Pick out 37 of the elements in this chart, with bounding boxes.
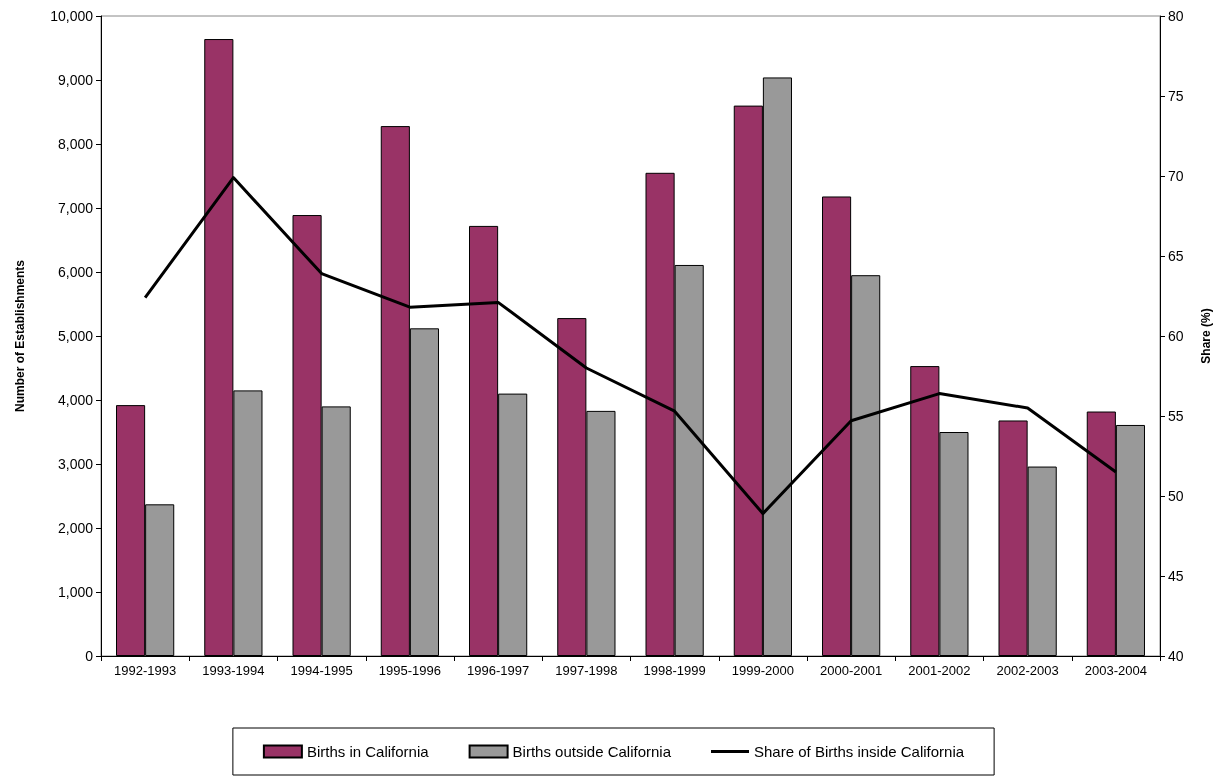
x-tick-label: 2002-2003 [996, 663, 1059, 678]
y-tick-label: 3,000 [57, 456, 94, 472]
y2-tick-label: 70 [1168, 168, 1184, 184]
x-tick-label: 1995-1996 [378, 663, 441, 678]
y-tick-label: 1,000 [57, 584, 94, 600]
legend-label: Births outside California [512, 743, 672, 760]
y2-tick-label: 50 [1168, 488, 1184, 504]
y-tick-label: 6,000 [57, 264, 94, 280]
y2-axis-title: Share (%) [1199, 308, 1213, 364]
x-tick-label: 2001-2002 [908, 663, 971, 678]
x-tick-label: 1996-1997 [467, 663, 530, 678]
y-axis-title: Number of Establishments [13, 259, 27, 413]
y-tick-label: 8,000 [57, 136, 94, 152]
x-tick-label: 2000-2001 [820, 663, 883, 678]
x-tick-label: 1998-1999 [643, 663, 706, 678]
y2-tick-label: 80 [1168, 8, 1184, 24]
x-tick-label: 2003-2004 [1084, 663, 1147, 678]
y-tick-label: 5,000 [57, 328, 94, 344]
y2-tick-label: 60 [1168, 328, 1184, 344]
y2-tick-label: 55 [1168, 408, 1184, 424]
y-tick-label: 4,000 [57, 392, 94, 408]
legend-label: Share of Births inside California [754, 743, 965, 760]
y2-tick-label: 65 [1168, 248, 1184, 264]
y-tick-label: 10,000 [50, 8, 94, 24]
y-tick-label: 9,000 [57, 72, 94, 88]
y2-tick-label: 40 [1168, 648, 1184, 664]
x-tick-label: 1994-1995 [290, 663, 353, 678]
y2-tick-label: 75 [1168, 88, 1184, 104]
x-tick-label: 1992-1993 [114, 663, 177, 678]
x-tick-label: 1997-1998 [555, 663, 618, 678]
y-tick-label: 0 [85, 648, 94, 664]
x-tick-label: 1993-1994 [202, 663, 265, 678]
y2-tick-label: 45 [1168, 568, 1184, 584]
y-tick-label: 2,000 [57, 520, 94, 536]
x-tick-label: 1999-2000 [731, 663, 794, 678]
y-tick-label: 7,000 [57, 200, 94, 216]
legend-label: Births in California [306, 743, 430, 760]
